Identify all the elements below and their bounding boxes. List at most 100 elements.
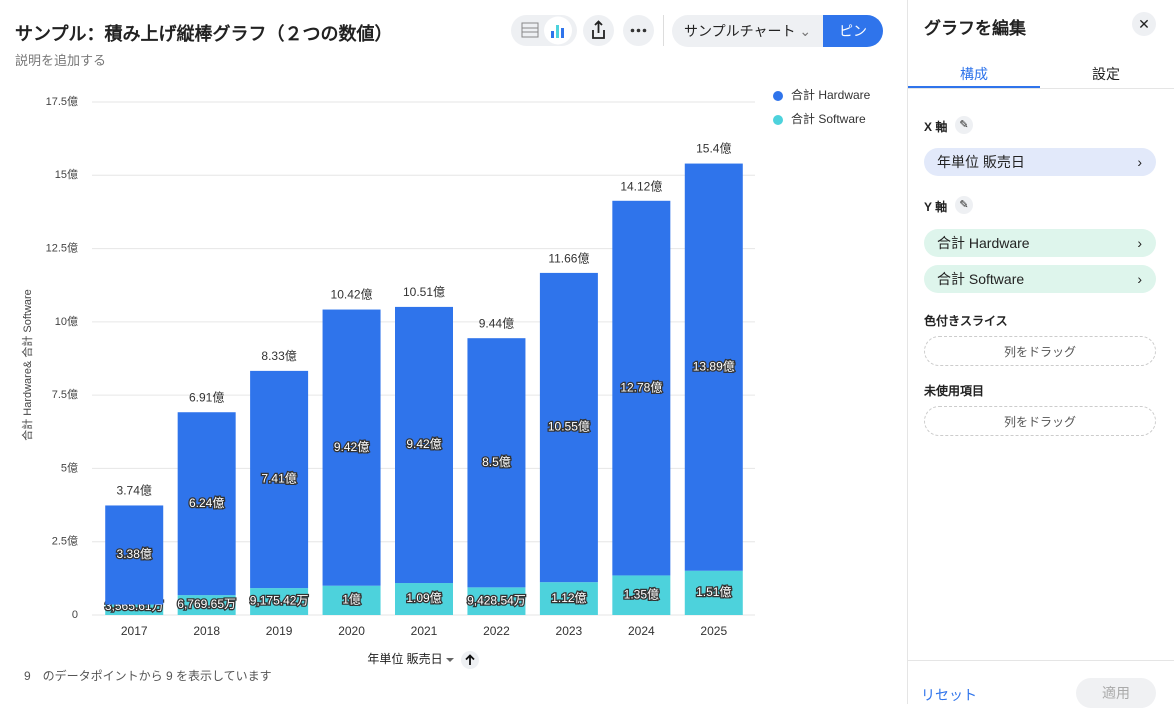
total-label: 15.4億 <box>696 142 731 156</box>
legend-swatch <box>773 115 783 125</box>
bar-segment <box>250 370 309 589</box>
subtitle[interactable]: 説明を追加する <box>15 53 107 68</box>
field-pill[interactable]: 合計 Hardware › <box>924 229 1156 257</box>
bar-segment <box>612 200 671 576</box>
pin-button[interactable]: ピン <box>823 15 883 47</box>
x-tick-label: 2024 <box>628 624 655 638</box>
bar-segment <box>467 338 526 588</box>
reset-button[interactable]: リセット <box>921 687 977 703</box>
field-label: 合計 Hardware <box>937 235 1030 251</box>
total-label: 10.42億 <box>331 288 373 302</box>
data-label: 1.51億 <box>696 585 731 599</box>
bar-segment <box>539 582 598 615</box>
data-label: 6.24億 <box>189 496 224 510</box>
chart-picker-label: サンプルチャート <box>684 23 796 39</box>
section-label: Y 軸 <box>924 200 948 214</box>
total-label: 6.91億 <box>189 391 224 405</box>
data-label: 1.12億 <box>551 591 586 605</box>
more-button[interactable] <box>623 15 654 46</box>
data-label: 10.55億 <box>548 420 590 434</box>
divider <box>663 15 664 46</box>
bar-segment <box>250 588 309 615</box>
field-label: 合計 Software <box>937 271 1025 287</box>
edit-icon[interactable]: ✎ <box>955 196 973 214</box>
y-tick-label: 0 <box>72 609 78 621</box>
legend-label: 合計 Hardware <box>791 87 871 102</box>
data-label: 7.41億 <box>261 472 296 486</box>
total-label: 9.44億 <box>479 316 514 330</box>
field-pill[interactable]: 合計 Software › <box>924 265 1156 293</box>
data-label: 1億 <box>342 593 361 607</box>
x-tick-label: 2025 <box>700 624 727 638</box>
close-button[interactable]: ✕ <box>1132 12 1156 36</box>
bar-segment <box>105 505 164 605</box>
section-label: 未使用項目 <box>924 384 985 398</box>
y-axis-title: 合計 Hardware& 合計 Software <box>20 289 34 441</box>
total-label: 11.66億 <box>548 251 589 265</box>
data-label: 9,428.54万 <box>467 593 526 607</box>
section-label: X 軸 <box>924 120 948 134</box>
field-label: 年単位 販売日 <box>937 154 1025 170</box>
bar-segment <box>395 583 453 615</box>
data-label: 12.78億 <box>620 380 662 394</box>
total-label: 10.51億 <box>403 285 445 299</box>
y-tick-label: 12.5億 <box>46 241 78 254</box>
tab-indicator <box>908 86 1040 88</box>
bar-segment <box>612 575 671 615</box>
bar-segment <box>322 309 381 586</box>
sort-icon <box>465 654 475 665</box>
bar-segment <box>177 412 236 596</box>
data-label: 8.5億 <box>482 455 511 469</box>
bar-segment <box>322 585 381 615</box>
section-label: 色付きスライス <box>924 314 1008 328</box>
bar-segment <box>467 587 526 615</box>
legend-swatch <box>773 91 783 101</box>
data-label: 1.09億 <box>406 591 441 605</box>
bar-segment <box>395 306 453 584</box>
y-tick-label: 2.5億 <box>52 535 78 548</box>
legend-label: 合計 Software <box>791 111 866 126</box>
y-tick-label: 10億 <box>55 315 78 328</box>
tab[interactable]: 構成 <box>960 66 988 82</box>
bar-segment <box>539 272 598 583</box>
edit-icon[interactable]: ✎ <box>955 116 973 134</box>
bar-segment <box>684 570 743 615</box>
panel-footer-divider <box>908 660 1174 661</box>
field-pill[interactable]: 年単位 販売日 › <box>924 148 1156 176</box>
y-tick-label: 15億 <box>55 168 78 181</box>
apply-button[interactable]: 適用 <box>1076 678 1156 708</box>
x-tick-label: 2022 <box>483 624 510 638</box>
sort-caret[interactable] <box>446 658 454 662</box>
title: サンプル：積み上げ縦棒グラフ（２つの数値） <box>15 24 393 44</box>
share-button[interactable] <box>583 15 614 46</box>
data-label: 9.42億 <box>334 440 369 454</box>
x-tick-label: 2020 <box>338 624 365 638</box>
x-axis-title[interactable]: 年単位 販売日 <box>367 651 442 666</box>
x-tick-label: 2017 <box>121 624 148 638</box>
y-tick-label: 17.5億 <box>46 95 78 108</box>
chart: 合計 Hardware& 合計 Software 年単位 販売日 0 2.5億 5億… <box>20 87 871 669</box>
data-label: 1.35億 <box>624 587 659 601</box>
chart-picker[interactable]: サンプルチャート ⌄ <box>672 15 824 47</box>
y-tick-label: 5億 <box>61 461 78 474</box>
x-tick-label: 2023 <box>556 624 583 638</box>
view-toggle[interactable] <box>511 15 577 46</box>
data-label: 6,769.65万 <box>177 597 236 611</box>
total-label: 3.74億 <box>117 484 152 498</box>
data-label: 13.89億 <box>693 359 735 373</box>
data-label: 9.42億 <box>406 437 441 451</box>
data-label: 9,175.42万 <box>250 594 309 608</box>
footer-note: 9 のデータポイントから 9 を表示しています <box>24 669 272 683</box>
panel-title: グラフを編集 <box>924 19 1026 38</box>
total-label: 8.33億 <box>261 349 296 363</box>
drop-zone[interactable]: 列をドラッグ <box>924 336 1156 366</box>
y-tick-label: 7.5億 <box>52 388 78 401</box>
bar-segment <box>177 595 236 615</box>
tab[interactable]: 設定 <box>1092 66 1120 82</box>
edit-panel <box>907 0 1174 704</box>
bar-segment <box>105 604 164 615</box>
x-tick-label: 2021 <box>411 624 438 638</box>
drop-zone[interactable]: 列をドラッグ <box>924 406 1156 436</box>
total-label: 14.12億 <box>620 179 662 193</box>
